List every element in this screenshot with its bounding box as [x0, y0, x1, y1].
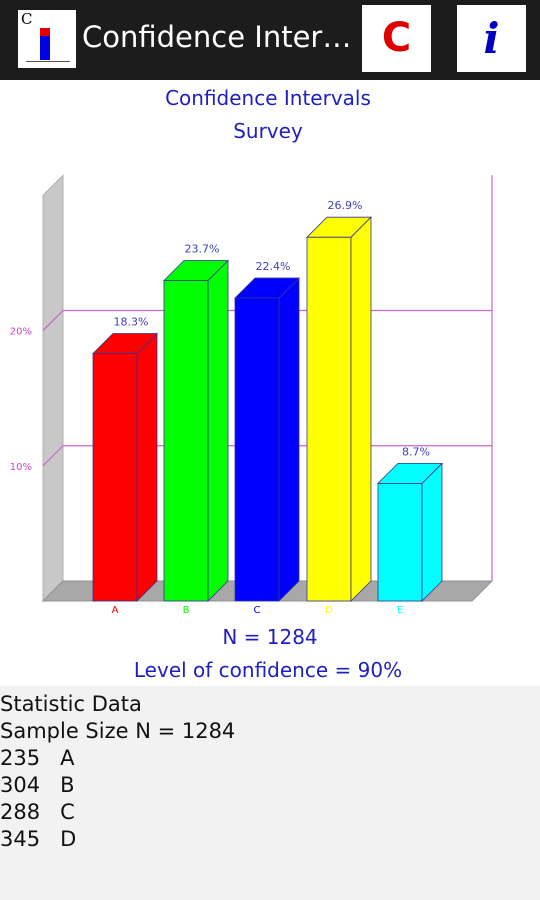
- chart-side-wall: [42, 174, 64, 603]
- app-title: Confidence Inter…: [82, 20, 352, 54]
- c-button[interactable]: C: [362, 5, 431, 72]
- stats-heading: Statistic Data: [0, 692, 142, 716]
- bar-top: [234, 277, 300, 299]
- bar-side: [207, 259, 229, 602]
- stats-row: 345 D: [0, 827, 77, 851]
- app-icon-red-bar: [40, 28, 50, 36]
- bar-top: [92, 333, 158, 354]
- stats-sample-size: Sample Size N = 1284: [0, 719, 236, 743]
- bar-top: [163, 260, 229, 281]
- info-button[interactable]: i: [457, 5, 526, 72]
- bar-side: [278, 277, 300, 602]
- bar-front: [234, 297, 280, 602]
- bar-side: [350, 216, 372, 602]
- chart-area: Confidence Intervals Survey 10% 20% 18.3% A…: [0, 80, 540, 686]
- app-icon-letter: C: [21, 10, 33, 28]
- stats-row: 304 B: [0, 773, 75, 797]
- bar-top: [306, 216, 372, 238]
- app-icon-axis: [26, 61, 70, 62]
- category-label: A: [112, 605, 119, 616]
- bar-front: [92, 353, 138, 602]
- statistic-panel: Statistic Data Sample Size N = 1284 235 …: [0, 686, 540, 900]
- gridline-side: [42, 310, 64, 331]
- footer-confidence: Level of confidence = 90%: [134, 658, 402, 682]
- bar-side: [421, 462, 443, 602]
- bar-front: [163, 280, 209, 602]
- bar-side: [136, 332, 158, 602]
- category-label: C: [254, 605, 261, 616]
- chart-title: Confidence Intervals: [165, 86, 371, 110]
- footer-n: N = 1284: [222, 625, 317, 649]
- bar-value-label: 18.3%: [114, 316, 149, 329]
- stats-row: 288 C: [0, 800, 75, 824]
- category-label: E: [397, 605, 403, 616]
- bar-front: [377, 482, 423, 602]
- app-icon[interactable]: C: [18, 10, 76, 68]
- bar-value-label: 26.9%: [328, 199, 363, 212]
- category-label: B: [183, 605, 190, 616]
- action-bar: C Confidence Inter… C i: [0, 0, 540, 80]
- y-tick-label: 20%: [10, 327, 32, 338]
- bar-front: [306, 236, 352, 602]
- y-tick-label: 10%: [10, 462, 32, 473]
- stats-row: 235 A: [0, 746, 75, 770]
- bar-top: [377, 462, 443, 484]
- gridline-side: [42, 445, 64, 467]
- category-label: D: [325, 605, 333, 616]
- bar-value-label: 8.7%: [402, 445, 430, 458]
- bar-chart: Confidence Intervals Survey 10% 20% 18.3% A…: [10, 86, 494, 682]
- chart-subtitle: Survey: [233, 119, 303, 143]
- bar-value-label: 23.7%: [185, 242, 220, 255]
- bar-value-label: 22.4%: [256, 260, 291, 273]
- app-icon-blue-bar: [40, 36, 50, 60]
